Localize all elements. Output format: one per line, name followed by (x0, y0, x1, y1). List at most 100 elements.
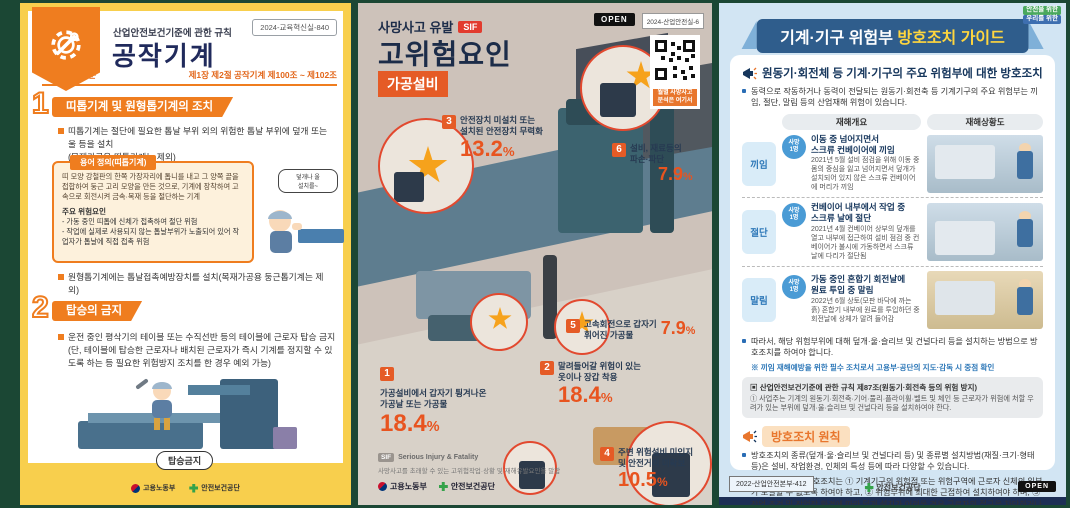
right-section2-heading-row: 방호조치 원칙 (742, 425, 1043, 447)
accident-diagram-image (927, 202, 1043, 261)
law-box-body: ① 사업주는 기계의 원동기·회전축·기어·풀리·플라이휠·벨트 및 체인 등 … (750, 393, 1034, 413)
kosha-logo-label: 안전보건공단 (876, 483, 921, 492)
worker-illustration (268, 210, 344, 253)
accident-table-header: 재해개요 재해상황도 (742, 113, 1043, 130)
poster-machine-tools: 산업안전보건기준에 관한 규칙 공작기계 2024-교육혁신실-840 제2편 … (20, 3, 351, 505)
row-label-cut: 절단 (742, 209, 776, 254)
moel-emblem-icon (378, 482, 387, 491)
qr-code: 월별 사망사고 분석은 여기서 (650, 35, 700, 109)
row-content: 사망 1명 이동 중 넘어지면서 스크류 컨베이어에 끼임 2021년 5월 설… (782, 134, 921, 193)
term-definition-box: 용어 정의(띠톱기계) 띠 모양 강철판의 한쪽 가장자리에 톱니를 내고 그 … (52, 155, 254, 263)
moel-emblem-icon (131, 483, 141, 493)
risk-item-5-number: 5 (566, 319, 580, 333)
poster-high-risk-factors: 사망사고 유발 SIF 고위험요인 가공설비 OPEN 2024-산업안전실-6… (358, 3, 712, 505)
kosha-logo-label: 안전보건공단 (450, 482, 495, 491)
row-title: 가동 중인 혼합기 회전날에 원료 투입 중 말림 (811, 274, 906, 296)
kosha-logo: 안전보건공단 (864, 482, 921, 493)
sif-definition-line: SIF Serious Injury & Fatality (378, 453, 478, 462)
qr-code-pattern (653, 38, 697, 82)
left-meta-articles: 제1장 제2절 공작기계 제100조 ~ 제102조 (188, 70, 337, 80)
middle-kicker: 사망사고 유발 SIF (378, 17, 483, 36)
risk-item-5-percent: 7.9% (660, 318, 696, 338)
kosha-logo-label: 안전보건공단 (201, 485, 240, 492)
risk-factors-title: 주요 위험요인 (62, 207, 107, 217)
kosha-cross-icon (438, 482, 448, 491)
right-section1-heading: 원동기·회전체 등 기계·기구의 주요 위험부에 대한 방호조치 (762, 68, 1043, 80)
row-description: 2022년 6월 상토(모판 바닥에 까는 흙) 혼합기 내부에 원료를 투입하… (811, 297, 920, 323)
corner-slogan-line2: 우리를 위한 (1023, 14, 1061, 24)
right-section2-heading: 방호조치 원칙 (762, 425, 850, 447)
risk-item-3: 3 안전장치 미설치 또는 설치된 안전장치 무력화 13.2% (442, 115, 577, 160)
table-row-cut: 절단 사망 1명 컨베이어 내부에서 작업 중 스크류 날에 절단 2021년 … (742, 198, 1043, 267)
risk-item-1: 1 가공설비에서 갑자기 튕겨나온 가공날 또는 가공물 18.4% (380, 367, 520, 436)
section2-bullet1: 운전 중인 평삭기의 테이블 또는 수직선반 등의 테이블에 근로자 탑승 금지… (58, 331, 338, 369)
section1-number: 1 (31, 86, 50, 121)
worker-cartoon: 덮개나 울 설치를~ (258, 169, 346, 265)
sif-full-text: Serious Injury & Fatality (398, 454, 479, 461)
row-title: 컨베이어 내부에서 작업 중 스크류 날에 절단 (811, 202, 906, 223)
risk-item-4-number: 4 (600, 447, 614, 461)
row-description: 2021년 5월 설비 점검을 위해 이동 중 몸의 중심을 잃고 넘어지면서 … (811, 157, 920, 192)
sif-description: 사망사고를 초래할 수 있는 고위험작업·상황 및 재해유발요인을 말함 (378, 468, 561, 475)
term-box-title: 용어 정의(띠톱기계) (70, 155, 157, 170)
risk-item-3-percent: 13.2% (460, 136, 515, 162)
moel-logo-label: 고용노동부 (143, 485, 176, 492)
bottom-navy-strip (719, 497, 1066, 505)
risk-item-6-percent: 7.9% (658, 164, 693, 185)
risk-item-2: 2 말려들어갈 위험이 있는 옷이나 장갑 착용 18.4% (540, 361, 660, 406)
middle-document-code: 2024-산업안전실-6 (641, 13, 704, 29)
fatality-badge: 사망 1명 (782, 203, 806, 228)
drill-press (543, 255, 557, 339)
hazard-closeup-circle (626, 421, 712, 505)
moel-logo-label: 고용노동부 (390, 482, 427, 491)
risk-item-1-percent: 18.4% (380, 410, 440, 438)
row-label-entangle: 말림 (742, 277, 776, 322)
sif-tag: SIF (378, 453, 395, 462)
fatality-badge: 사망 1명 (782, 275, 806, 300)
right-title-yellow: 방호조치 가이드 (897, 30, 1005, 47)
left-poster-title: 공작기계 (112, 41, 216, 71)
risk-factor-2: - 작업에 실제로 사용되지 않는 톱날부위가 노출되어 있어 작업자가 톱날에… (62, 226, 240, 246)
poster-guard-measures-guide: 안전을 위한 우리를 위한 기계·기구 위험부 방호조치 가이드 원동기·회전체… (719, 3, 1066, 505)
open-license-badge: OPEN (594, 13, 635, 26)
row-description: 2021년 4월 컨베이어 상부의 덮개를 열고 내부에 접근하여 설비 점검 … (811, 225, 920, 260)
moel-logo: 고용노동부 (131, 483, 175, 493)
row-content: 사망 1명 컨베이어 내부에서 작업 중 스크류 날에 절단 2021년 4월 … (782, 202, 921, 261)
right-after-bullet: 따라서, 해당 위험부위에 대해 덮개·울·슬리브 및 건널다리 등을 설치하는… (742, 336, 1043, 359)
moel-logo: 고용노동부 (378, 481, 427, 492)
section2-heading: 탑승의 금지 (52, 301, 142, 321)
row-content: 사망 1명 가동 중인 혼합기 회전날에 원료 투입 중 말림 2022년 6월… (782, 274, 921, 324)
table-row-pinch: 끼임 사망 1명 이동 중 넘어지면서 스크류 컨베이어에 끼임 2021년 5… (742, 130, 1043, 199)
left-document-code: 2024-교육혁신실-840 (252, 19, 337, 36)
risk-item-1-label: 가공설비에서 갑자기 튕겨나온 가공날 또는 가공물 (380, 388, 487, 409)
risk-item-4-percent: 10.5% (618, 469, 668, 492)
corner-slogan: 안전을 위한 우리를 위한 (1023, 6, 1061, 24)
qr-caption: 월별 사망사고 분석은 여기서 (653, 89, 697, 106)
corner-slogan-line1: 안전을 위한 (1023, 6, 1061, 15)
fatality-badge: 사망 1명 (782, 134, 806, 159)
hazard-closeup-circle (503, 441, 557, 495)
law-box-title: ▣ 산업안전보건기준에 관한 규칙 제87조(원동기·회전축 등의 위험 방지) (750, 382, 978, 392)
middle-subtitle-badge: 가공설비 (378, 71, 448, 97)
right-title-white: 기계·기구 위험부 (780, 30, 898, 47)
speech-bubble-no-riding: 탑승금지 (156, 451, 214, 470)
row-title: 이동 중 넘어지면서 스크류 컨베이어에 끼임 (811, 133, 895, 155)
middle-kicker-text: 사망사고 유발 (378, 20, 454, 35)
right-title-banner: 기계·기구 위험부 방호조치 가이드 (741, 19, 1044, 53)
left-rule-subtitle: 산업안전보건기준에 관한 규칙 (113, 28, 232, 39)
kosha-logo: 안전보건공단 (189, 483, 240, 493)
middle-poster-title: 고위험요인 (378, 39, 512, 70)
machine-column (650, 98, 674, 233)
speech-bubble-cover: 덮개나 울 설치를~ (278, 169, 338, 193)
risk-item-6-label: 설비, 재료등의 파손·파단 (630, 143, 682, 164)
risk-item-3-label: 안전장치 미설치 또는 설치된 안전장치 무력화 (460, 115, 543, 136)
accident-diagram-image (927, 134, 1043, 193)
table-header-diagram: 재해상황도 (927, 113, 1043, 130)
risk-item-6: 6 설비, 재료등의 파손·파단 7.9% (612, 143, 712, 183)
megaphone-icon (743, 430, 757, 443)
right-emphasis-note: ※ 끼임 재해예방을 위한 필수 조치로서 고용부·공단의 지도·감독 시 중점… (751, 362, 995, 372)
megaphone-icon (743, 67, 757, 79)
sif-badge: SIF (458, 20, 483, 33)
hazard-closeup-circle (554, 299, 610, 355)
right-section1-bullet: 동력으로 작동하거나 동력이 전달되는 원동기·회전축 등 기계기구의 주요 위… (742, 86, 1043, 109)
